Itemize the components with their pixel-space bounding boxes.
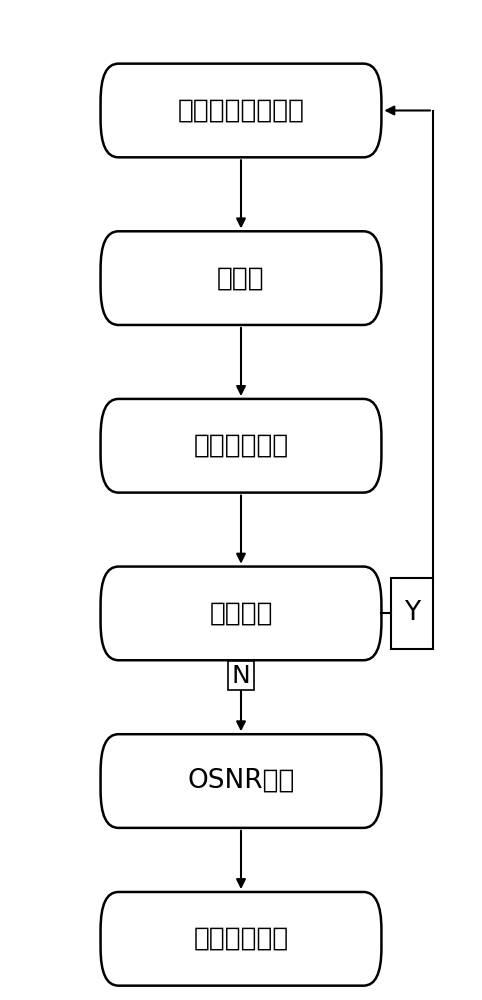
FancyBboxPatch shape bbox=[101, 892, 381, 986]
Text: 异常检测: 异常检测 bbox=[209, 600, 273, 626]
Text: OSNR预测: OSNR预测 bbox=[187, 768, 295, 794]
FancyBboxPatch shape bbox=[228, 661, 254, 690]
FancyBboxPatch shape bbox=[101, 64, 381, 157]
FancyBboxPatch shape bbox=[101, 231, 381, 325]
FancyBboxPatch shape bbox=[101, 399, 381, 493]
Text: 调制格式识别: 调制格式识别 bbox=[193, 433, 289, 459]
FancyBboxPatch shape bbox=[101, 734, 381, 828]
Text: Y: Y bbox=[404, 600, 420, 626]
Text: 获取光信号序列据: 获取光信号序列据 bbox=[177, 97, 305, 123]
Text: N: N bbox=[232, 664, 250, 688]
FancyBboxPatch shape bbox=[391, 578, 433, 649]
FancyBboxPatch shape bbox=[101, 567, 381, 660]
Text: 预处理: 预处理 bbox=[217, 265, 265, 291]
Text: 输出分析结果: 输出分析结果 bbox=[193, 926, 289, 952]
